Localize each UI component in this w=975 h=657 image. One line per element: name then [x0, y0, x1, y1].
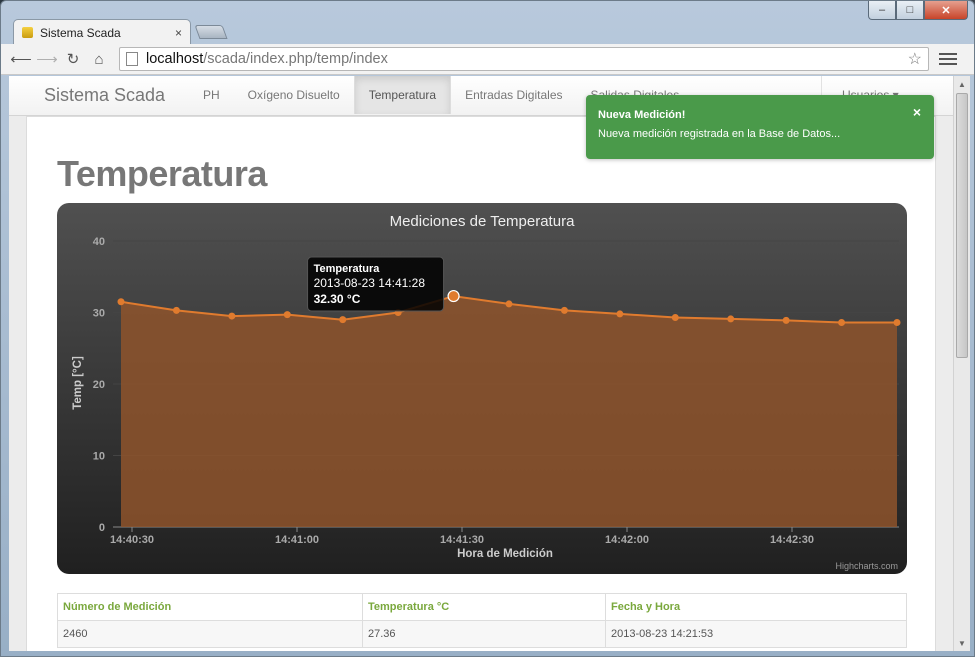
bookmark-star-icon[interactable]: ☆: [907, 51, 922, 68]
notification-toast: Nueva Medición! Nueva medición registrad…: [586, 95, 934, 159]
scroll-down-icon[interactable]: ▼: [958, 638, 966, 648]
page-icon: [126, 52, 138, 66]
tooltip-background: [307, 256, 445, 312]
browser-tab[interactable]: Sistema Scada ×: [13, 19, 191, 45]
notification-message: Nueva medición registrada en la Base de …: [598, 128, 841, 140]
series-area: [121, 296, 897, 527]
browser-menu-icon[interactable]: [939, 53, 957, 65]
scroll-up-icon[interactable]: ▲: [958, 79, 966, 89]
notification-title: Nueva Medición!: [598, 109, 686, 121]
chart-tooltip: Temperatura 2013-08-23 14:41:28 32.30 °C: [307, 256, 445, 312]
reload-icon[interactable]: ↻: [66, 51, 80, 68]
table-cell: 2013-08-23 14:21:53: [605, 620, 907, 648]
x-axis-label: Hora de Medición: [457, 548, 553, 560]
forward-arrow-icon[interactable]: ⟶: [36, 51, 58, 68]
y-tick-label: 0: [99, 522, 105, 534]
y-axis-ticks: 0 10 20 30 40: [93, 236, 105, 534]
vertical-scrollbar[interactable]: ▲ ▼: [953, 76, 970, 651]
home-icon[interactable]: ⌂: [94, 50, 104, 68]
window-controls: – □ ✕: [868, 1, 968, 20]
data-point[interactable]: [671, 314, 679, 322]
nav-item-oxigeno[interactable]: Oxígeno Disuelto: [247, 88, 340, 102]
data-point[interactable]: [117, 298, 125, 306]
measurements-table: Número de Medición Temperatura °C Fecha …: [57, 593, 907, 648]
notification-close-icon[interactable]: ×: [912, 104, 921, 120]
url-text[interactable]: localhost/scada/index.php/temp/index: [146, 51, 908, 67]
chart-title: Mediciones de Temperatura: [390, 213, 575, 230]
table-header-row: Número de Medición Temperatura °C Fecha …: [57, 593, 907, 621]
y-tick-label: 20: [93, 379, 105, 391]
nav-item-entradas[interactable]: Entradas Digitales: [465, 88, 563, 102]
maximize-button[interactable]: □: [896, 1, 924, 20]
tooltip-value: 32.30 °C: [314, 292, 361, 306]
table-cell: 27.36: [362, 620, 606, 648]
x-tick-label: 14:41:00: [275, 534, 319, 546]
tooltip-datetime: 2013-08-23 14:41:28: [314, 276, 426, 290]
col-numero[interactable]: Número de Medición: [57, 593, 363, 621]
nav-menu: PH Oxígeno Disuelto Temperatura Entradas…: [189, 76, 693, 116]
col-temperatura[interactable]: Temperatura °C: [362, 593, 606, 621]
temperature-chart: Mediciones de Temperatura 0 10 20 30 40 14:4…: [57, 203, 907, 574]
x-axis-ticks: 14:40:30 14:41:00 14:41:30 14:42:00 14:42:30: [110, 527, 814, 546]
data-point[interactable]: [616, 310, 624, 318]
x-tick-label: 14:42:30: [770, 534, 814, 546]
tab-strip: Sistema Scada ×: [1, 1, 974, 45]
back-arrow-icon[interactable]: ⟵: [10, 51, 32, 68]
new-tab-button[interactable]: [194, 25, 228, 39]
data-point[interactable]: [283, 311, 291, 319]
data-point[interactable]: [893, 319, 901, 327]
data-point[interactable]: [560, 306, 568, 314]
chart-svg: Mediciones de Temperatura 0 10 20 30 40 14:4…: [72, 213, 901, 571]
x-tick-label: 14:40:30: [110, 534, 154, 546]
x-tick-label: 14:42:00: [605, 534, 649, 546]
y-axis-label: Temp [°C]: [72, 356, 84, 410]
table-row: 2460 27.36 2013-08-23 14:21:53: [57, 620, 907, 648]
data-point[interactable]: [838, 319, 846, 327]
table-cell: 2460: [57, 620, 363, 648]
address-bar[interactable]: localhost/scada/index.php/temp/index ☆: [119, 47, 929, 71]
data-point[interactable]: [727, 315, 735, 323]
url-path: /scada/index.php/temp/index: [203, 51, 388, 67]
y-tick-label: 10: [93, 451, 105, 463]
page-title: Temperatura: [57, 153, 267, 194]
series-points: [117, 289, 901, 327]
scrollbar-thumb[interactable]: [956, 93, 968, 358]
nav-item-temperatura[interactable]: Temperatura: [353, 76, 452, 114]
browser-toolbar: ⟵ ⟶ ↻ ⌂ localhost/scada/index.php/temp/i…: [1, 44, 974, 75]
favicon-icon: [22, 27, 33, 38]
data-point[interactable]: [172, 306, 180, 314]
tooltip-series: Temperatura: [314, 263, 381, 275]
page-viewport: Sistema Scada PH Oxígeno Disuelto Temper…: [9, 76, 953, 651]
data-point[interactable]: [339, 316, 347, 324]
data-point[interactable]: [447, 289, 460, 303]
data-point[interactable]: [505, 300, 513, 308]
close-window-button[interactable]: ✕: [924, 1, 968, 20]
x-tick-label: 14:41:30: [440, 534, 484, 546]
data-point[interactable]: [228, 312, 236, 320]
y-tick-label: 40: [93, 236, 105, 248]
col-fecha[interactable]: Fecha y Hora: [605, 593, 907, 621]
data-point[interactable]: [782, 316, 790, 324]
url-host: localhost: [146, 51, 204, 67]
chart-credits[interactable]: Highcharts.com: [835, 561, 898, 571]
y-tick-label: 30: [93, 308, 105, 320]
minimize-button[interactable]: –: [868, 1, 896, 20]
nav-item-ph[interactable]: PH: [203, 88, 220, 102]
tab-title: Sistema Scada: [40, 25, 121, 40]
tab-close-icon[interactable]: ×: [174, 25, 182, 40]
site-brand[interactable]: Sistema Scada: [44, 85, 166, 105]
